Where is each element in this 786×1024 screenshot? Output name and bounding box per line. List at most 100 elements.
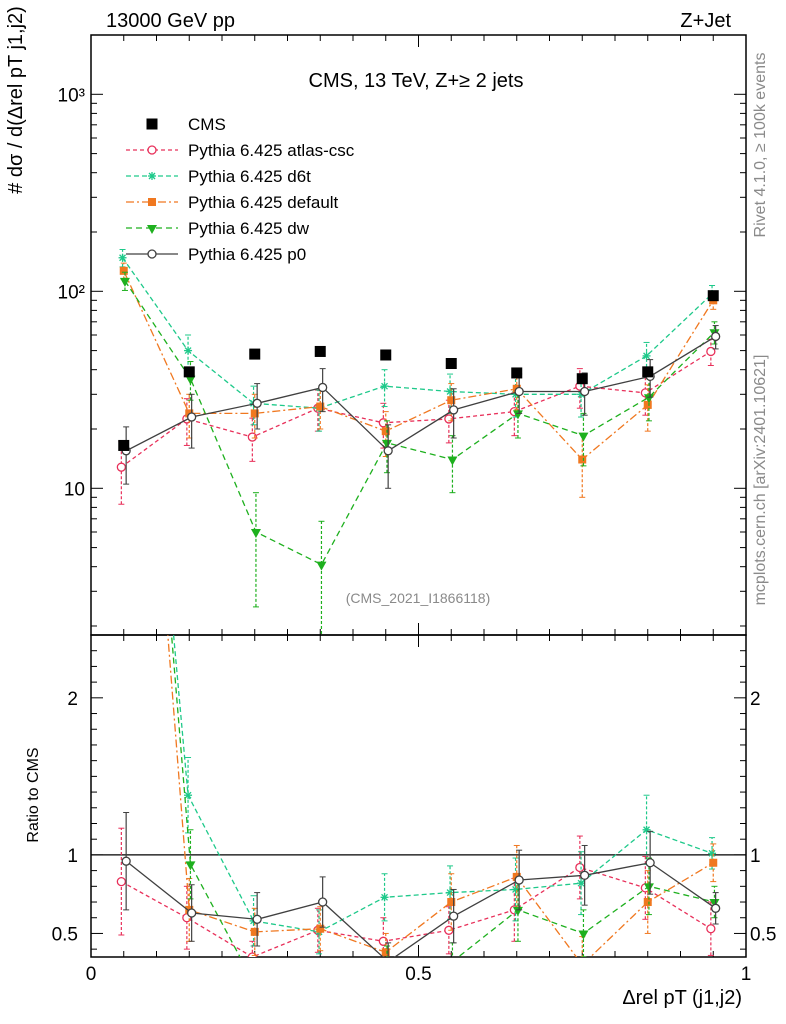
- header-left-title: 13000 GeV pp: [106, 10, 235, 32]
- y-axis-label-main: # dσ / d(Δrel pT j1,j2): [5, 6, 27, 194]
- legend-entry: CMS: [146, 115, 226, 134]
- x-axis-label: Δrel pT (j1,j2): [622, 987, 742, 1009]
- series-ratio-pythia-6-425-d6t: [172, 635, 717, 955]
- x-tick-label: 1: [741, 964, 752, 985]
- data-point-ratio: [580, 870, 590, 880]
- data-point-main: [447, 396, 456, 405]
- cms-data-point: [642, 366, 654, 378]
- data-point-ratio: [575, 862, 585, 873]
- data-point-main: [119, 277, 130, 287]
- data-point-main: [448, 405, 459, 415]
- data-point-ratio: [186, 908, 197, 918]
- data-point-ratio: [184, 791, 193, 800]
- data-point-main: [578, 455, 587, 464]
- legend-label: Pythia 6.425 d6t: [188, 167, 311, 186]
- data-point-ratio: [120, 67, 130, 76]
- data-point-main: [380, 382, 389, 391]
- data-point-main: [643, 394, 654, 404]
- series-main-pythia-6-425-dw: [119, 271, 720, 635]
- data-point-main: [381, 439, 392, 449]
- data-point-main: [381, 427, 390, 436]
- data-point-ratio: [643, 883, 654, 893]
- data-point-main: [580, 386, 590, 397]
- legend-marker: [148, 198, 156, 206]
- cms-data-point: [445, 358, 457, 370]
- data-point-ratio: [381, 948, 390, 957]
- data-point-main: [383, 446, 393, 456]
- header-right-title: Z+Jet: [680, 10, 731, 32]
- y-axis-label-main-text: # dσ / d(Δrel pT j1,j2): [5, 6, 27, 194]
- cms-data-point: [183, 366, 195, 378]
- data-point-ratio: [251, 984, 261, 993]
- legend-marker: [147, 249, 157, 259]
- cms-data-point: [576, 373, 588, 385]
- series-ratio-pythia-6-425-p0: [121, 811, 721, 966]
- series-line-main: [122, 257, 713, 409]
- x-tick-label: 0: [86, 964, 97, 985]
- legend-label: Pythia 6.425 atlas-csc: [188, 141, 355, 160]
- data-point-ratio: [380, 893, 389, 902]
- legend-marker: [146, 118, 158, 130]
- cms-data-point: [314, 345, 326, 357]
- y-tick-label-ratio-right: 0.5: [750, 924, 776, 945]
- cms-data-point: [511, 367, 523, 379]
- y-tick-label-ratio-left: 2: [67, 689, 78, 710]
- series-line-main: [123, 270, 714, 461]
- data-point-ratio: [578, 930, 589, 940]
- data-point-ratio: [252, 914, 262, 924]
- mcplots-label: mcplots.cern.ch [arXiv:2401.10621]: [752, 355, 769, 606]
- data-point-main: [186, 412, 197, 422]
- cms-data-point: [118, 439, 130, 451]
- data-point-ratio: [578, 961, 586, 969]
- y-tick-label-ratio-right: 2: [750, 689, 761, 710]
- data-point-ratio: [511, 885, 520, 894]
- data-point-main: [118, 253, 127, 262]
- data-point-main: [316, 561, 327, 571]
- data-point-ratio: [708, 849, 717, 858]
- legend-marker: [147, 145, 157, 155]
- legend-entry: Pythia 6.425 dw: [126, 219, 310, 238]
- data-point-ratio: [382, 962, 392, 971]
- data-point-main: [642, 351, 651, 360]
- data-point-ratio: [711, 903, 721, 913]
- data-point-main: [317, 382, 328, 393]
- series-main-pythia-6-425-default: [119, 262, 718, 498]
- data-point-ratio: [316, 993, 326, 1002]
- data-point-main: [643, 400, 652, 409]
- legend-label: CMS: [188, 115, 226, 134]
- data-point-main: [252, 398, 262, 408]
- series-main-pythia-6-425-p0: [121, 325, 721, 489]
- data-point-main: [250, 409, 259, 418]
- data-point-ratio: [384, 958, 392, 966]
- y-tick-label-main: 10: [64, 479, 85, 500]
- series-line-main: [125, 335, 716, 452]
- series-line-ratio: [172, 635, 713, 933]
- y-tick-label-main: 10³: [58, 85, 85, 106]
- legend-entry: Pythia 6.425 default: [126, 193, 339, 212]
- series-line-ratio: [167, 635, 714, 957]
- x-tick-label: 0.5: [405, 964, 431, 985]
- legend-label: Pythia 6.425 p0: [188, 245, 306, 264]
- series-main-pythia-6-425-d6t: [118, 248, 717, 432]
- series-line-ratio: [121, 866, 712, 957]
- rivet-version-label: Rivet 4.1.0, ≥ 100k events: [752, 53, 769, 238]
- data-point-ratio: [512, 906, 523, 916]
- data-point-main: [116, 462, 126, 472]
- data-point-main: [185, 375, 196, 385]
- legend-label: Pythia 6.425 default: [188, 193, 339, 212]
- data-point-ratio: [448, 911, 459, 921]
- data-point-main: [706, 346, 716, 357]
- data-point-ratio: [446, 888, 455, 897]
- data-point-ratio: [121, 856, 131, 866]
- data-point-main: [119, 266, 128, 275]
- cms-data-point: [249, 348, 261, 360]
- data-point-main: [514, 386, 524, 397]
- series-ratio-pythia-6-425-atlas-csc: [116, 827, 716, 957]
- data-point-ratio: [116, 876, 126, 887]
- y-tick-label-ratio-left: 1: [67, 846, 78, 867]
- data-point-ratio: [447, 959, 457, 968]
- data-point-ratio: [250, 927, 259, 936]
- legend-entry: Pythia 6.425 d6t: [126, 167, 311, 186]
